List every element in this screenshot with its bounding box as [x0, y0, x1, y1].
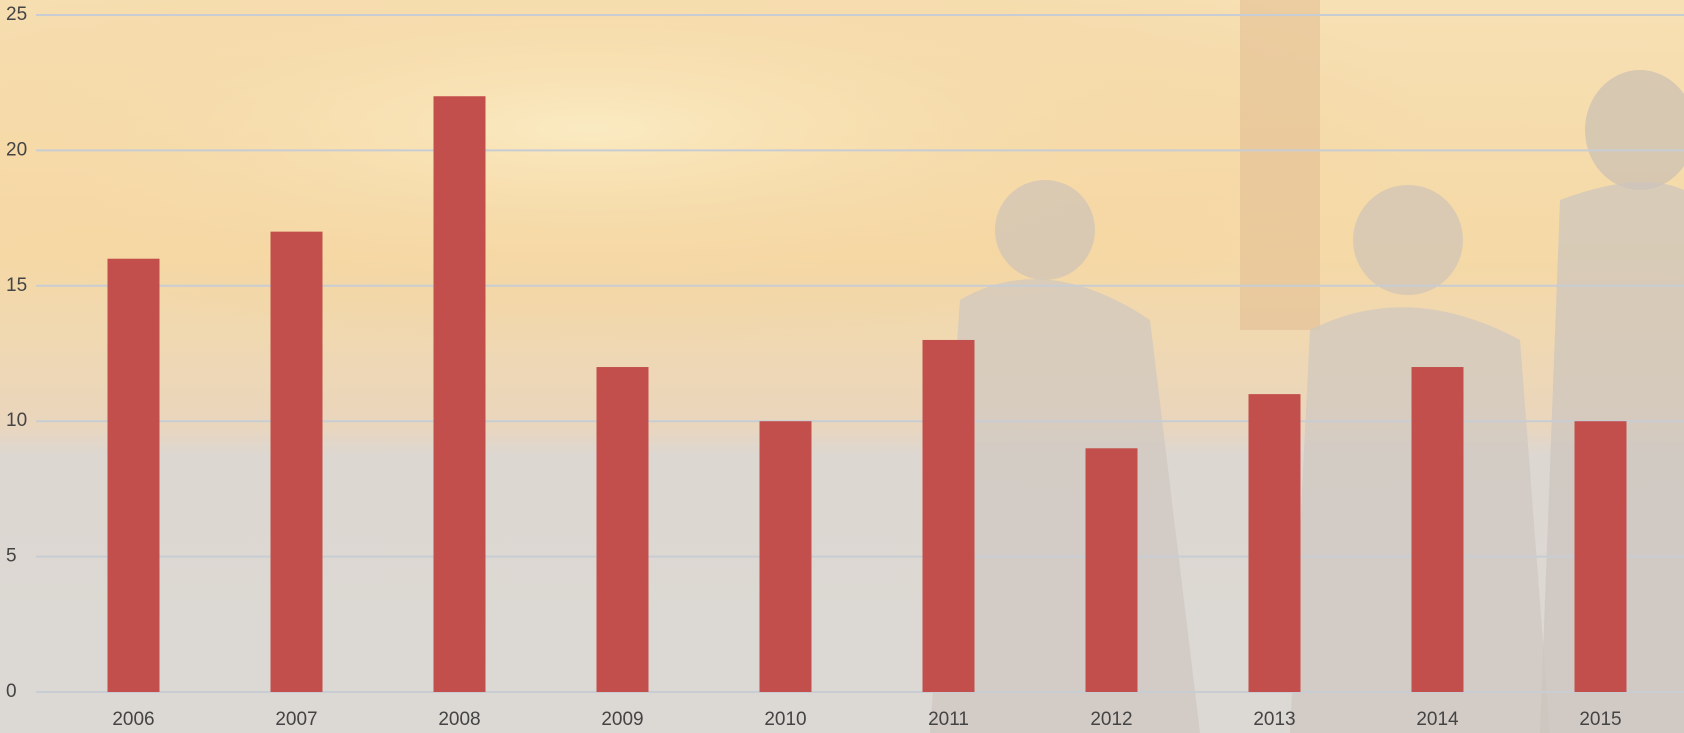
- bar: [1085, 448, 1138, 692]
- x-tick-label: 2012: [1090, 709, 1132, 730]
- y-tick-label: 10: [6, 410, 27, 431]
- bar: [1574, 421, 1627, 692]
- x-tick-label: 2008: [438, 709, 480, 730]
- x-tick-label: 2007: [275, 709, 317, 730]
- y-tick-label: 0: [6, 681, 17, 702]
- bar: [759, 421, 812, 692]
- bar: [270, 231, 323, 692]
- x-tick-label: 2006: [112, 709, 154, 730]
- bar: [596, 367, 649, 692]
- x-tick-label: 2010: [764, 709, 806, 730]
- x-tick-label: 2015: [1579, 709, 1621, 730]
- bar: [1411, 367, 1464, 692]
- bar: [1248, 394, 1301, 692]
- y-tick-label: 5: [6, 546, 17, 567]
- x-tick-label: 2013: [1253, 709, 1295, 730]
- bar: [922, 339, 975, 692]
- bar: [107, 258, 160, 692]
- bar: [433, 96, 486, 693]
- y-tick-label: 25: [6, 4, 27, 25]
- y-tick-label: 20: [6, 139, 27, 160]
- x-tick-label: 2014: [1416, 709, 1459, 730]
- x-tick-label: 2009: [601, 709, 643, 730]
- y-tick-label: 15: [6, 275, 27, 296]
- x-tick-label: 2011: [928, 709, 969, 730]
